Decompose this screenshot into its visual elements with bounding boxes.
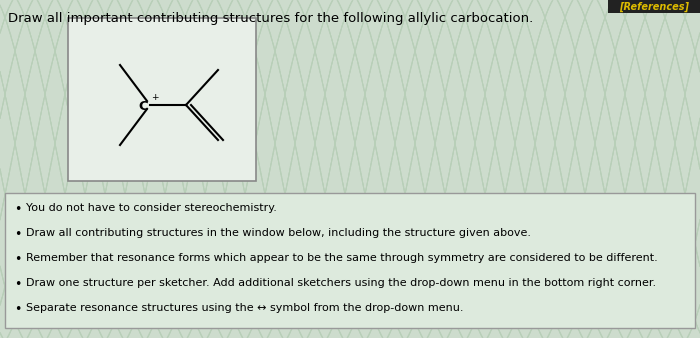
Text: •: • [14, 278, 22, 291]
Text: •: • [14, 253, 22, 266]
Text: Draw all contributing structures in the window below, including the structure gi: Draw all contributing structures in the … [26, 228, 531, 238]
Text: Draw one structure per sketcher. Add additional sketchers using the drop-down me: Draw one structure per sketcher. Add add… [26, 278, 656, 288]
Text: [References]: [References] [619, 1, 689, 11]
Text: •: • [14, 203, 22, 216]
Bar [608, 0, 700, 13]
Text: Remember that resonance forms which appear to be the same through symmetry are c: Remember that resonance forms which appe… [26, 253, 658, 263]
Text: You do not have to consider stereochemistry.: You do not have to consider stereochemis… [26, 203, 277, 213]
Bar [5, 193, 695, 328]
Text: •: • [14, 228, 22, 241]
Text: C: C [139, 99, 148, 113]
Text: +: + [151, 94, 158, 102]
Bar [68, 18, 256, 181]
Text: Separate resonance structures using the ↔ symbol from the drop-down menu.: Separate resonance structures using the … [26, 303, 463, 313]
Text: •: • [14, 303, 22, 316]
Text: Draw all important contributing structures for the following allylic carbocation: Draw all important contributing structur… [8, 12, 533, 25]
